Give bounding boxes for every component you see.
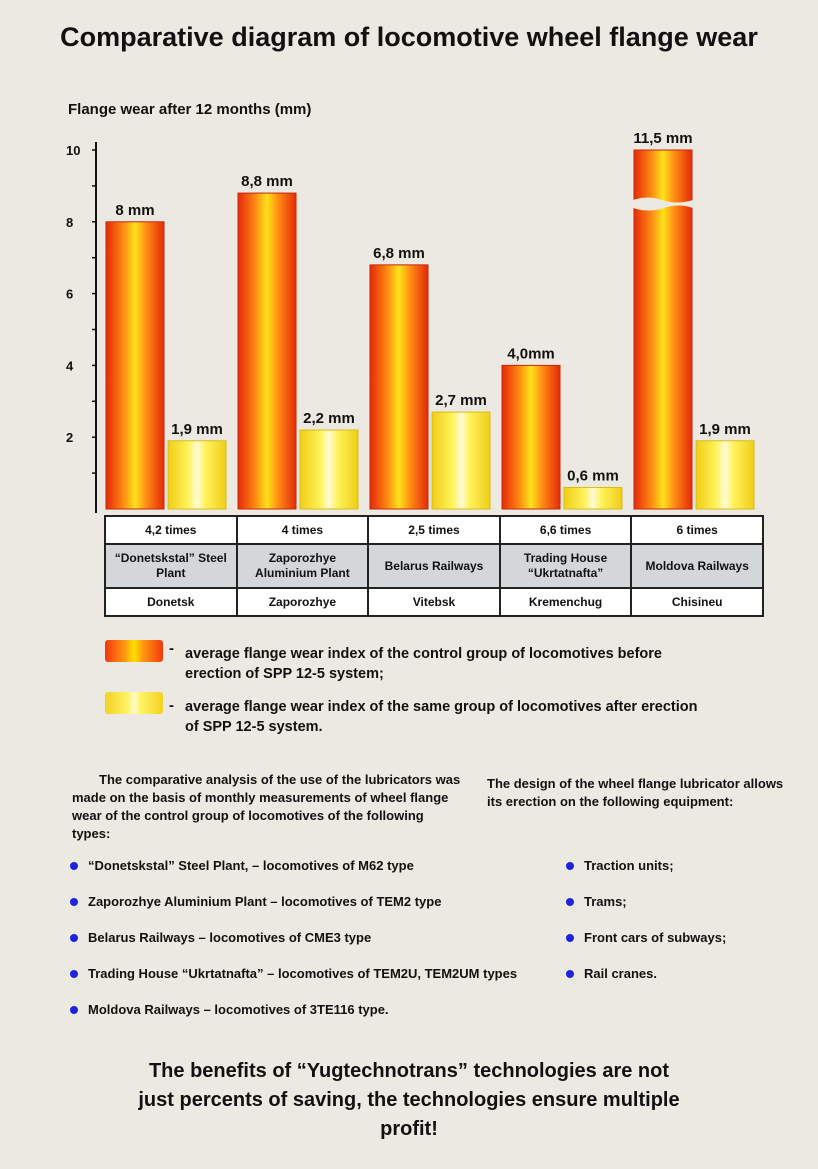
ratio-cell: 4 times: [235, 515, 370, 545]
data-label: 8 mm: [115, 202, 154, 219]
y-tick-label: 8: [66, 215, 73, 230]
list-item: Trams;: [566, 894, 726, 930]
category-cell: “Donetskstal” Steel Plant: [104, 543, 238, 589]
city-cell: Chisineu: [630, 587, 764, 617]
list-item: Belarus Railways – locomotives of CME3 t…: [70, 930, 517, 966]
bar-before: [501, 364, 561, 510]
bar-after: [299, 429, 359, 510]
list-item: Rail cranes.: [566, 966, 726, 1002]
data-label: 4,0mm: [507, 345, 555, 362]
bar-after: [431, 411, 491, 510]
data-label: 1,9 mm: [171, 421, 223, 438]
data-label: 6,8 mm: [373, 245, 425, 262]
bar-after: [167, 440, 227, 510]
axis-break-mark: [633, 197, 693, 211]
city-cell: Vitebsk: [367, 587, 501, 617]
category-table: 4,2 times 4 times 2,5 times 6,6 times 6 time…: [104, 515, 764, 617]
analysis-intro: The comparative analysis of the use of t…: [72, 772, 461, 841]
city-cell: Donetsk: [104, 587, 238, 617]
bar-before: [237, 192, 297, 510]
data-label: 11,5 mm: [633, 130, 692, 147]
list-item: “Donetskstal” Steel Plant, – locomotives…: [70, 858, 517, 894]
ratio-cell: 2,5 times: [367, 515, 501, 545]
city-cell: Kremenchug: [498, 587, 633, 617]
list-item: Traction units;: [566, 858, 726, 894]
ratio-cell: 4,2 times: [104, 515, 238, 545]
bar-before: [105, 221, 165, 510]
equipment-list: Traction units; Trams; Front cars of subwa…: [566, 858, 726, 1002]
data-label: 0,6 mm: [567, 467, 619, 484]
data-label: 2,2 mm: [303, 410, 355, 427]
category-cell: Trading House “Ukrtatnafta”: [498, 543, 633, 589]
footer-slogan: The benefits of “Yugtechnotrans” technol…: [0, 1057, 818, 1144]
bar-before: [369, 264, 429, 510]
ratio-cell: 6,6 times: [498, 515, 633, 545]
list-item: Zaporozhye Aluminium Plant – locomotives…: [70, 894, 517, 930]
page-title: Comparative diagram of locomotive wheel …: [60, 22, 758, 52]
y-tick-label: 2: [66, 430, 73, 445]
list-item: Moldova Railways – locomotives of 3TE116…: [70, 1002, 517, 1038]
locomotive-type-list: “Donetskstal” Steel Plant, – locomotives…: [70, 858, 517, 1038]
list-item: Front cars of subways;: [566, 930, 726, 966]
data-label: 8,8 mm: [241, 173, 293, 190]
data-label: 2,7 mm: [435, 392, 487, 409]
bar-after: [695, 440, 755, 510]
y-tick-label: 10: [66, 143, 80, 158]
city-cell: Zaporozhye: [235, 587, 370, 617]
ratio-cell: 6 times: [630, 515, 764, 545]
bar-after: [563, 486, 623, 510]
category-cell: Zaporozhye Aluminium Plant: [235, 543, 370, 589]
legend-swatch-before: [105, 640, 163, 662]
list-item: Trading House “Ukrtatnafta” – locomotive…: [70, 966, 517, 1002]
data-label: 1,9 mm: [699, 421, 751, 438]
legend-text-before: average flange wear index of the control…: [185, 646, 662, 682]
footer-text: The benefits of “Yugtechnotrans” technol…: [138, 1060, 680, 1140]
legend-dash-before: -: [169, 640, 174, 657]
legend-text-after: average flange wear index of the same gr…: [185, 699, 698, 735]
bar-chart: 2 4 6 8 10 8 mm 8,8 mm 6,8 mm 4,0mm 11,5 mm 1,9 m…: [66, 130, 755, 513]
legend-swatch-after: [105, 692, 163, 714]
category-cell: Belarus Railways: [367, 543, 501, 589]
category-cell: Moldova Railways: [630, 543, 764, 589]
equipment-intro: The design of the wheel flange lubricato…: [487, 776, 784, 809]
y-axis-label: Flange wear after 12 months (mm): [68, 101, 312, 118]
legend-dash-after: -: [169, 697, 174, 714]
y-tick-label: 6: [66, 287, 73, 302]
y-tick-label: 4: [66, 358, 74, 373]
